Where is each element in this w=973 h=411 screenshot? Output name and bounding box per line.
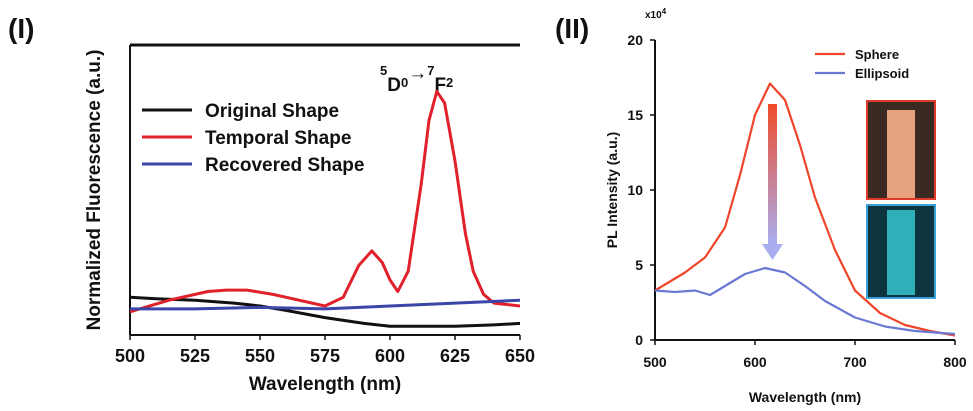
series-line [654,82,956,337]
annotation-part: 7 [427,63,434,78]
x-tick-label: 525 [180,346,210,366]
y-axis-label: Normalized Fluorescence (a.u.) [84,50,105,331]
annotation-part: 5 [380,63,387,78]
legend-label: Ellipsoid [855,66,909,81]
series-line [654,266,956,336]
x-axis-label: Wavelength (nm) [749,389,861,405]
y-tick-label: 15 [627,107,643,123]
inset-sphere-tube [887,110,915,198]
arrow-shaft [768,104,777,244]
annotation-part: 0 [401,75,408,90]
legend-label: Sphere [855,47,899,62]
panel-label: (I) [8,13,34,44]
arrow-head [762,244,783,260]
annotation-part: F [434,75,446,96]
series-line [130,298,521,311]
y-tick-label: 20 [627,32,643,48]
x-tick-label: 800 [943,354,967,370]
x-tick-label: 500 [643,354,667,370]
x-tick-label: 600 [743,354,767,370]
y-multiplier: x104 [645,7,667,21]
series-line [129,89,521,314]
inset-ellipsoid-tube [887,210,915,295]
x-tick-label: 650 [505,346,535,366]
y-axis-label: PL Intensity (a.u.) [604,132,620,248]
y-tick-label: 0 [635,332,643,348]
annotation: 5D0→7F2 [380,63,453,96]
series-line [129,295,521,328]
y-tick-label: 5 [635,257,643,273]
x-axis-label: Wavelength (nm) [249,374,401,395]
annotation-part: → [408,63,427,84]
x-tick-label: 700 [843,354,867,370]
x-tick-label: 550 [245,346,275,366]
legend-label: Temporal Shape [205,128,351,149]
x-tick-label: 625 [440,346,470,366]
x-tick-label: 600 [375,346,405,366]
annotation-part: 2 [446,75,453,90]
panel-label: (II) [555,13,589,44]
annotation-part: D [387,75,401,96]
legend-label: Original Shape [205,101,339,122]
exponent: 4 [662,7,667,16]
x-tick-label: 500 [115,346,145,366]
legend-label: Recovered Shape [205,155,364,176]
x-tick-label: 575 [310,346,340,366]
y-tick-label: 10 [627,182,643,198]
base: x10 [645,10,662,21]
